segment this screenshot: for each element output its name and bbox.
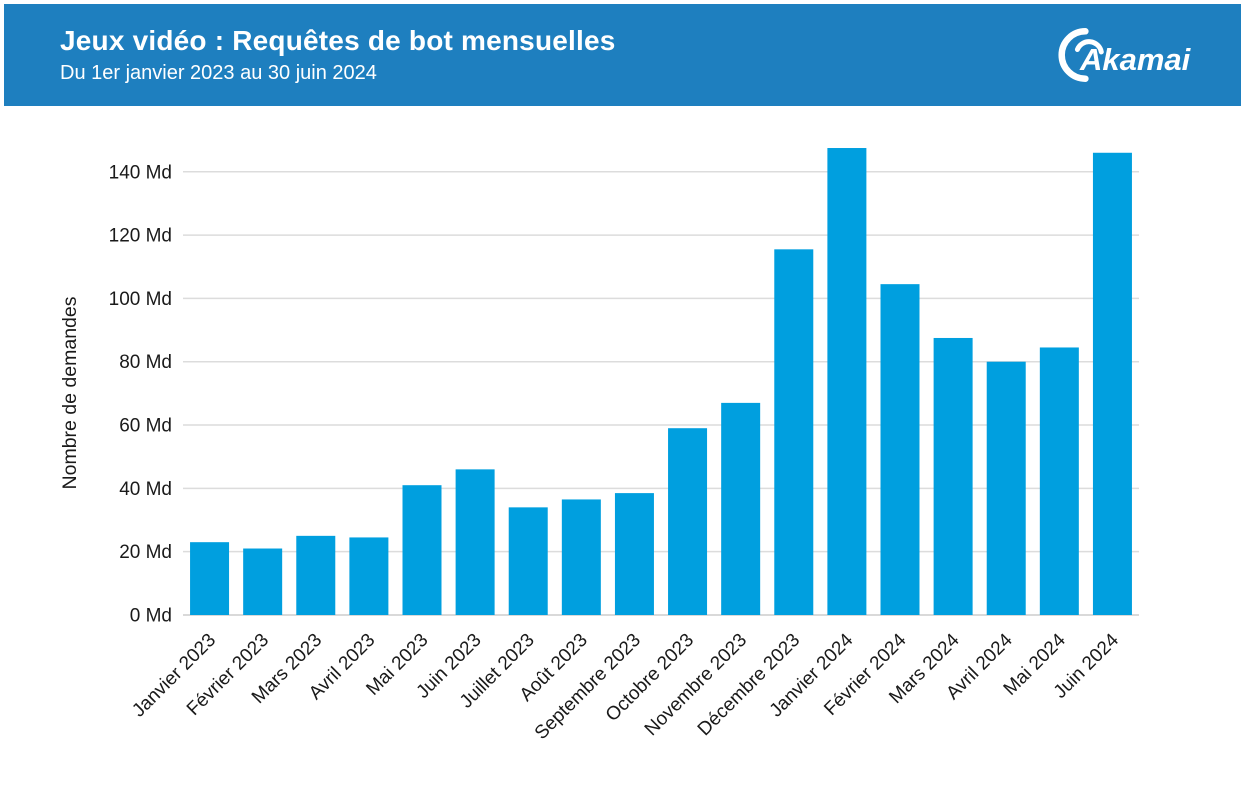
y-tick-label-0: 0 Md — [130, 606, 172, 627]
y-tick-label-40: 40 Md — [119, 479, 172, 500]
y-tick-label-100: 100 Md — [109, 289, 172, 310]
bar-mai-2023 — [402, 485, 442, 615]
bar-juin-2024 — [1092, 152, 1132, 615]
page-subtitle: Du 1er janvier 2023 au 30 juin 2024 — [60, 62, 377, 85]
akamai-logo-text: Akamai — [1079, 42, 1192, 77]
bar-fevrier-2024 — [880, 284, 920, 615]
bar-juin-2023 — [455, 469, 495, 615]
bar-decembre-2023 — [774, 249, 814, 615]
y-tick-label-120: 120 Md — [109, 226, 172, 247]
header-text-block: Jeux vidéo : Requêtes de bot mensuelles … — [60, 25, 616, 85]
y-axis-title: Nombre de demandes — [59, 296, 81, 489]
bar-avril-2024 — [986, 361, 1026, 615]
bar-novembre-2023 — [721, 402, 761, 615]
header-banner: Jeux vidéo : Requêtes de bot mensuelles … — [4, 4, 1241, 106]
y-tick-label-20: 20 Md — [119, 542, 172, 563]
akamai-logo: Akamai — [1053, 22, 1205, 88]
akamai-logo-icon: Akamai — [1058, 28, 1192, 82]
y-tick-label-60: 60 Md — [119, 416, 172, 437]
bar-septembre-2023 — [614, 493, 654, 615]
bar-mars-2023 — [296, 535, 336, 615]
bar-janvier-2024 — [827, 148, 867, 615]
page-title: Jeux vidéo : Requêtes de bot mensuelles — [60, 24, 616, 56]
bar-mai-2024 — [1039, 347, 1079, 615]
bar-octobre-2023 — [668, 428, 708, 615]
bar-janvier-2023 — [190, 542, 230, 615]
bar-fevrier-2023 — [243, 548, 283, 615]
y-tick-label-140: 140 Md — [109, 162, 172, 183]
bar-avril-2023 — [349, 537, 389, 615]
y-tick-label-80: 80 Md — [119, 352, 172, 373]
bar-aout-2023 — [561, 499, 601, 615]
bar-mars-2024 — [933, 337, 973, 615]
bar-juillet-2023 — [508, 507, 548, 615]
